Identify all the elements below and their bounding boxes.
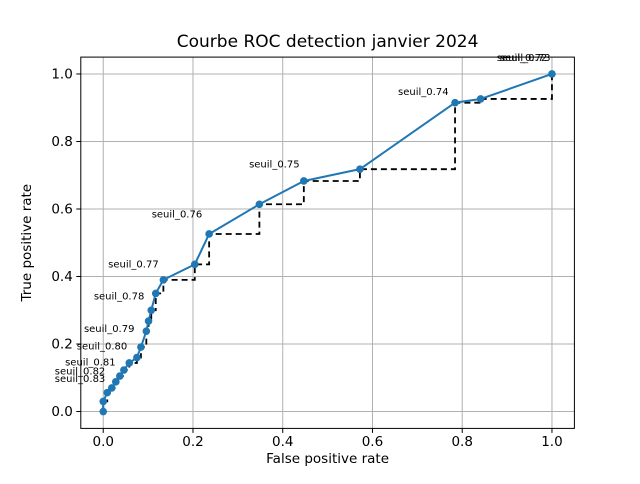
threshold-annotation: seuil_0.74	[398, 87, 449, 98]
roc-point	[144, 317, 153, 325]
threshold-annotation: seuil_0.77	[108, 259, 159, 270]
chart-title: Courbe ROC detection janvier 2024	[177, 32, 479, 52]
x-axis-label: False positive rate	[266, 451, 389, 467]
roc-point	[159, 276, 168, 284]
threshold-annotation: seuil_0.75	[249, 159, 300, 170]
y-tick-label: 0.2	[51, 337, 72, 353]
x-tick-label: 0.6	[362, 434, 383, 450]
roc-step-curve	[102, 73, 553, 412]
roc-point	[116, 372, 124, 380]
roc-point	[548, 70, 556, 78]
roc-point	[107, 384, 116, 392]
y-tick-label: 0.6	[51, 201, 72, 217]
roc-point	[300, 177, 308, 185]
threshold-annotation: seuil_0.73	[500, 53, 551, 64]
y-tick-label: 0.4	[51, 269, 72, 285]
plot-area: 0.0 0.2 0.4 0.6 0.8 1.0 0.0 0.2 0.4 0.6 0.8 1.0 seui…	[51, 53, 575, 450]
roc-point	[112, 378, 120, 386]
roc-point	[142, 327, 151, 335]
roc-point	[476, 95, 485, 103]
roc-line	[102, 73, 553, 412]
roc-point	[151, 289, 160, 298]
y-tick-label: 0.0	[51, 404, 72, 420]
x-tick-label: 0.8	[451, 434, 472, 450]
roc-point	[137, 343, 145, 351]
threshold-annotation: seuil_0.79	[84, 324, 135, 335]
roc-point	[120, 366, 128, 374]
roc-point	[147, 306, 156, 315]
axes-box	[80, 56, 575, 429]
threshold-annotation: seuil_0.82	[55, 366, 106, 377]
roc-point	[133, 353, 141, 362]
threshold-annotation: seuil_0.78	[94, 291, 145, 302]
threshold-annotation: seuil_0.72	[497, 53, 548, 64]
roc-point	[125, 359, 134, 367]
x-tick-label: 1.0	[541, 434, 562, 450]
roc-point	[99, 397, 108, 406]
y-tick-label: 1.0	[51, 66, 72, 82]
threshold-annotation: seuil_0.83	[55, 374, 106, 385]
roc-point	[99, 407, 108, 416]
x-tick-label: 0.2	[182, 434, 203, 450]
y-tick-label: 0.8	[51, 134, 72, 150]
roc-point	[205, 230, 213, 238]
threshold-annotation: seuil_0.81	[65, 357, 116, 368]
roc-point	[190, 260, 199, 269]
roc-point	[356, 165, 364, 173]
x-tick-label: 0.4	[272, 434, 293, 450]
threshold-annotation: seuil_0.76	[152, 209, 203, 220]
threshold-annotation: seuil_0.80	[77, 341, 128, 352]
roc-point	[451, 98, 459, 107]
roc-point	[103, 388, 112, 397]
x-tick-label: 0.0	[92, 434, 113, 450]
roc-point	[255, 200, 264, 209]
y-axis-label: True positive rate	[19, 184, 35, 303]
